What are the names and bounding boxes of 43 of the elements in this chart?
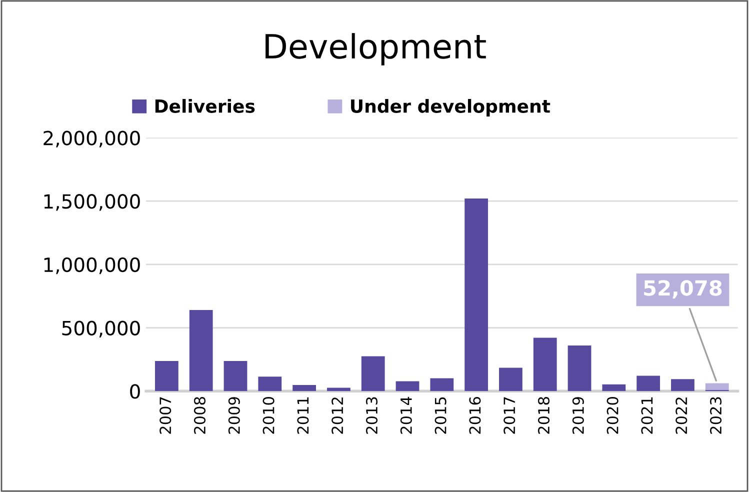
y-tick-label: 500,000 (62, 320, 140, 338)
x-tick-label: 2017 (504, 397, 516, 434)
bar (464, 198, 488, 392)
x-tick-label: 2019 (572, 397, 584, 434)
x-tick-label: 2014 (400, 396, 412, 434)
chart-title: Development (266, 33, 486, 66)
x-tick-label: 2021 (641, 397, 653, 434)
x-tick-label: 2023 (710, 397, 722, 434)
bar (361, 356, 385, 392)
bar (224, 360, 248, 392)
bar (430, 378, 454, 392)
x-tick-label: 2020 (606, 397, 618, 434)
bar (602, 384, 626, 392)
x-tick-label: 2022 (676, 398, 688, 434)
legend-label: Under development (351, 98, 550, 116)
y-tick-label: 1,000,000 (44, 257, 140, 274)
x-tick-label: 2010 (262, 397, 274, 434)
bar (258, 376, 282, 392)
bar (671, 379, 694, 392)
data-label: 52,078 (644, 280, 722, 298)
bar (189, 310, 213, 392)
bar (327, 388, 350, 392)
bar (155, 360, 178, 392)
bar (396, 381, 420, 392)
x-tick-label: 2015 (434, 397, 446, 434)
x-tick-label: 2013 (366, 397, 378, 434)
x-tick-label: 2012 (332, 398, 344, 434)
y-tick-label: 2,000,000 (44, 130, 140, 148)
bar (499, 368, 522, 392)
x-tick-label: 2016 (469, 396, 481, 434)
bar (705, 383, 729, 390)
bar (568, 346, 592, 392)
x-tick-label: 2018 (538, 397, 550, 434)
bar (636, 376, 660, 392)
x-tick-label: 2009 (228, 397, 240, 434)
y-tick-label: 0 (130, 384, 140, 399)
x-tick-label: 2011 (297, 397, 309, 434)
x-tick-label: 2008 (194, 397, 206, 434)
bar (533, 338, 557, 392)
bar (292, 385, 316, 392)
x-tick-label: 2007 (160, 397, 172, 434)
y-tick-label: 1,500,000 (44, 194, 140, 211)
legend-label: Deliveries (155, 98, 255, 113)
